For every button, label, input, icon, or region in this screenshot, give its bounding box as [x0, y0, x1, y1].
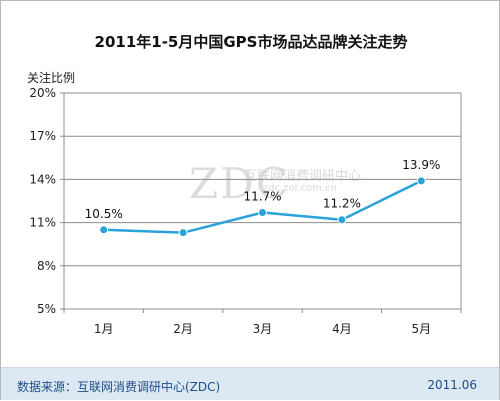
- x-tick-label: 4月: [332, 322, 352, 336]
- x-tick-label: 1月: [94, 322, 114, 336]
- chart-title: 2011年1-5月中国GPS市场品达品牌关注走势: [94, 33, 408, 51]
- footer-bar: 数据来源：互联网消费调研中心(ZDC) 2011.06: [1, 367, 499, 400]
- watermark-name: 互联网消费调研中心: [244, 169, 362, 184]
- y-tick-label: 8%: [37, 259, 56, 273]
- x-tick-label: 3月: [253, 322, 273, 336]
- watermark-logo: ZDC: [189, 159, 290, 208]
- x-tick-label: 2月: [173, 322, 193, 336]
- data-label: 11.7%: [243, 190, 281, 204]
- data-source: 数据来源：互联网消费调研中心(ZDC): [17, 380, 221, 394]
- y-tick-label: 20%: [29, 86, 56, 100]
- plot-area: [63, 92, 462, 310]
- y-tick-label: 14%: [29, 172, 56, 186]
- data-point: [99, 225, 109, 235]
- y-tick-label: 5%: [37, 302, 56, 316]
- y-tick-label: 11%: [29, 216, 56, 230]
- data-point: [337, 215, 347, 225]
- data-label: 10.5%: [85, 207, 123, 221]
- data-label: 11.2%: [323, 197, 361, 211]
- data-point: [416, 176, 426, 186]
- y-axis-label: 关注比例: [27, 71, 76, 85]
- data-point: [178, 228, 188, 238]
- y-tick-label: 17%: [29, 129, 56, 143]
- data-label: 13.9%: [402, 158, 440, 172]
- watermark-url: zdc.zol.com.cn: [263, 183, 337, 194]
- publish-date: 2011.06: [427, 378, 477, 392]
- x-tick-label: 5月: [411, 322, 431, 336]
- data-point: [258, 208, 267, 218]
